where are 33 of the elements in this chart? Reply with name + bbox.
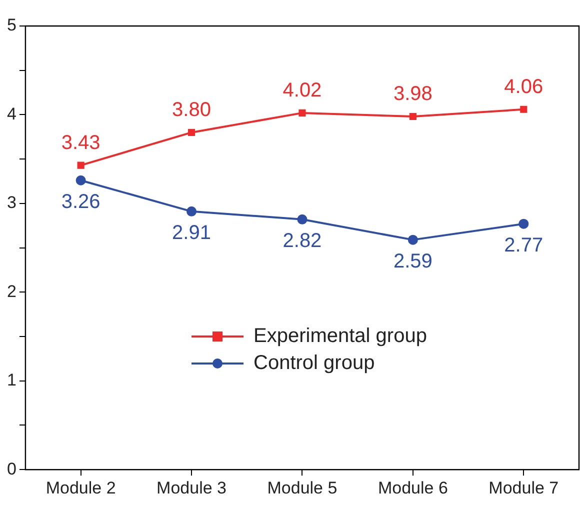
data-label: 4.02 (282, 79, 322, 102)
point (76, 175, 86, 186)
legend-label: Control group (254, 352, 375, 374)
point (186, 206, 197, 216)
x-tick-label: Module 3 (156, 478, 226, 498)
data-label: 2.59 (393, 250, 432, 272)
point (297, 214, 308, 224)
data-label: 3.26 (61, 190, 100, 213)
point (188, 128, 196, 136)
data-label: 2.77 (504, 234, 544, 256)
point (520, 106, 528, 113)
x-tick-label: Module 5 (267, 478, 338, 498)
point (77, 162, 84, 169)
y-tick-label: 3 (6, 193, 16, 212)
data-label: 2.82 (282, 230, 322, 252)
x-tick-label: Module 2 (46, 478, 116, 498)
x-tick-label: Module 7 (488, 478, 559, 498)
y-tick-label: 1 (6, 370, 16, 390)
data-label: 3.98 (393, 83, 432, 106)
y-tick-label: 5 (6, 16, 16, 35)
data-label: 3.80 (172, 98, 211, 121)
y-tick-label: 4 (6, 104, 16, 124)
point (409, 112, 416, 120)
data-label: 4.06 (504, 76, 544, 98)
point (518, 218, 529, 229)
point (298, 109, 306, 116)
data-label: 3.43 (61, 132, 100, 154)
x-tick-label: Module 6 (378, 478, 448, 498)
y-tick-label: 2 (6, 282, 16, 301)
y-tick-label: 0 (6, 459, 16, 478)
legend-label: Experimental group (254, 325, 427, 348)
point (408, 234, 418, 245)
data-label: 2.91 (172, 222, 211, 244)
